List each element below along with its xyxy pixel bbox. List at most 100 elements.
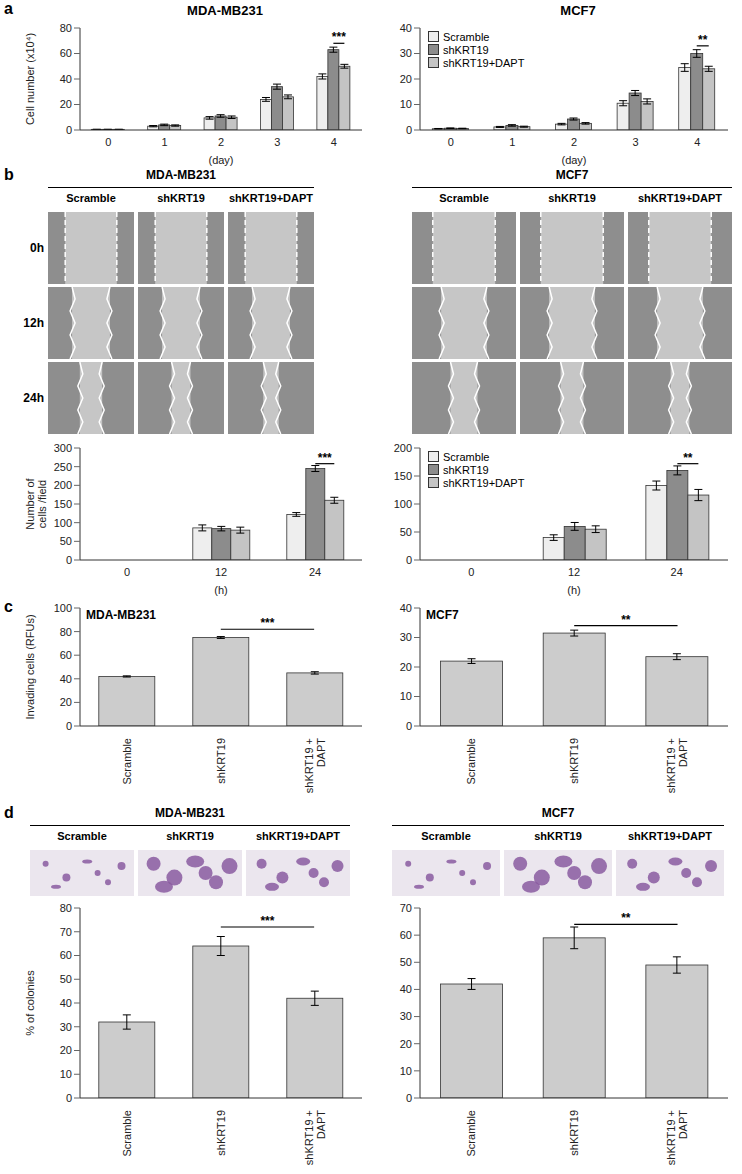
svg-text:50: 50 bbox=[400, 956, 412, 968]
svg-text:20: 20 bbox=[400, 661, 412, 673]
svg-text:Scramble: Scramble bbox=[121, 1110, 133, 1156]
svg-text:(h): (h) bbox=[567, 584, 580, 596]
svg-text:24: 24 bbox=[309, 566, 321, 578]
svg-text:4: 4 bbox=[694, 136, 700, 148]
svg-text:1: 1 bbox=[162, 136, 168, 148]
svg-text:300: 300 bbox=[54, 442, 72, 454]
svg-text:% of colonies: % of colonies bbox=[24, 970, 36, 1036]
svg-text:70: 70 bbox=[400, 902, 412, 914]
svg-text:40: 40 bbox=[400, 983, 412, 995]
svg-text:**: ** bbox=[621, 613, 631, 627]
svg-text:(h): (h) bbox=[214, 584, 227, 596]
svg-text:20: 20 bbox=[400, 73, 412, 85]
svg-text:2: 2 bbox=[218, 136, 224, 148]
svg-text:50: 50 bbox=[400, 526, 412, 538]
html-text:MCF7: MCF7 bbox=[560, 3, 596, 18]
svg-text:40: 40 bbox=[60, 73, 72, 85]
html-text:MDA-MB231: MDA-MB231 bbox=[187, 3, 263, 18]
svg-text:Scramble: Scramble bbox=[121, 738, 133, 784]
svg-text:(day): (day) bbox=[208, 154, 233, 166]
svg-text:0: 0 bbox=[406, 124, 412, 136]
svg-text:10: 10 bbox=[400, 690, 412, 702]
svg-text:12: 12 bbox=[215, 566, 227, 578]
svg-text:250: 250 bbox=[54, 461, 72, 473]
svg-text:shKRT19 +DAPT: shKRT19 +DAPT bbox=[665, 1110, 689, 1165]
svg-text:Scramble: Scramble bbox=[465, 738, 477, 784]
svg-text:100: 100 bbox=[54, 602, 72, 614]
svg-text:0: 0 bbox=[66, 1092, 72, 1104]
svg-text:Number ofcells /field: Number ofcells /field bbox=[24, 477, 48, 529]
svg-text:30: 30 bbox=[400, 47, 412, 59]
svg-text:80: 80 bbox=[60, 22, 72, 34]
html-text:24h: 24h bbox=[23, 391, 44, 405]
svg-text:200: 200 bbox=[394, 442, 412, 454]
svg-text:0: 0 bbox=[66, 554, 72, 566]
svg-text:0: 0 bbox=[468, 566, 474, 578]
svg-text:20: 20 bbox=[60, 1044, 72, 1056]
svg-text:0: 0 bbox=[406, 1092, 412, 1104]
svg-text:30: 30 bbox=[400, 1010, 412, 1022]
svg-text:0: 0 bbox=[105, 136, 111, 148]
svg-text:***: *** bbox=[332, 30, 346, 44]
svg-text:60: 60 bbox=[400, 929, 412, 941]
svg-text:4: 4 bbox=[331, 136, 337, 148]
svg-text:10: 10 bbox=[60, 1068, 72, 1080]
svg-text:1: 1 bbox=[509, 136, 515, 148]
svg-text:40: 40 bbox=[60, 673, 72, 685]
svg-text:shKRT19: shKRT19 bbox=[568, 738, 580, 784]
svg-text:10: 10 bbox=[400, 98, 412, 110]
svg-text:3: 3 bbox=[633, 136, 639, 148]
svg-text:**: ** bbox=[621, 911, 631, 925]
svg-text:20: 20 bbox=[60, 696, 72, 708]
svg-text:Invading cells (RFUs): Invading cells (RFUs) bbox=[24, 614, 36, 719]
svg-text:Scramble: Scramble bbox=[465, 1110, 477, 1156]
svg-text:2: 2 bbox=[571, 136, 577, 148]
svg-text:200: 200 bbox=[54, 479, 72, 491]
svg-text:**: ** bbox=[683, 451, 693, 465]
svg-text:shKRT19: shKRT19 bbox=[215, 738, 227, 784]
svg-text:***: *** bbox=[260, 914, 274, 928]
svg-text:Cell number (x10⁴): Cell number (x10⁴) bbox=[24, 33, 36, 125]
svg-text:50: 50 bbox=[60, 973, 72, 985]
svg-text:30: 30 bbox=[60, 1021, 72, 1033]
svg-text:shKRT19 +DAPT: shKRT19 +DAPT bbox=[303, 738, 327, 793]
svg-text:shKRT19: shKRT19 bbox=[568, 1110, 580, 1156]
svg-text:20: 20 bbox=[400, 1038, 412, 1050]
svg-text:shKRT19 +DAPT: shKRT19 +DAPT bbox=[303, 1110, 327, 1165]
svg-text:150: 150 bbox=[54, 498, 72, 510]
svg-text:60: 60 bbox=[60, 949, 72, 961]
svg-text:***: *** bbox=[318, 451, 332, 465]
svg-text:100: 100 bbox=[54, 517, 72, 529]
svg-text:80: 80 bbox=[60, 626, 72, 638]
svg-text:24: 24 bbox=[671, 566, 683, 578]
svg-text:60: 60 bbox=[60, 47, 72, 59]
svg-text:40: 40 bbox=[400, 602, 412, 614]
svg-text:20: 20 bbox=[60, 98, 72, 110]
svg-text:0: 0 bbox=[406, 554, 412, 566]
svg-text:10: 10 bbox=[400, 1065, 412, 1077]
svg-text:0: 0 bbox=[66, 124, 72, 136]
svg-text:shKRT19 +DAPT: shKRT19 +DAPT bbox=[665, 738, 689, 793]
svg-text:3: 3 bbox=[274, 136, 280, 148]
svg-text:60: 60 bbox=[60, 649, 72, 661]
svg-text:150: 150 bbox=[394, 470, 412, 482]
svg-text:0: 0 bbox=[448, 136, 454, 148]
svg-text:0: 0 bbox=[406, 720, 412, 732]
svg-text:30: 30 bbox=[400, 631, 412, 643]
svg-text:50: 50 bbox=[60, 535, 72, 547]
svg-text:**: ** bbox=[698, 33, 708, 47]
svg-text:0: 0 bbox=[124, 566, 130, 578]
html-text:12h: 12h bbox=[23, 316, 44, 330]
html-text:MDA-MB231: MDA-MB231 bbox=[146, 168, 216, 182]
svg-text:100: 100 bbox=[394, 498, 412, 510]
html-text:0h: 0h bbox=[30, 241, 44, 255]
svg-text:40: 40 bbox=[400, 22, 412, 34]
svg-text:0: 0 bbox=[66, 720, 72, 732]
svg-text:shKRT19: shKRT19 bbox=[215, 1110, 227, 1156]
svg-text:12: 12 bbox=[568, 566, 580, 578]
svg-text:70: 70 bbox=[60, 926, 72, 938]
svg-text:40: 40 bbox=[60, 997, 72, 1009]
svg-text:80: 80 bbox=[60, 902, 72, 914]
svg-text:(day): (day) bbox=[561, 154, 586, 166]
svg-text:***: *** bbox=[260, 616, 274, 630]
